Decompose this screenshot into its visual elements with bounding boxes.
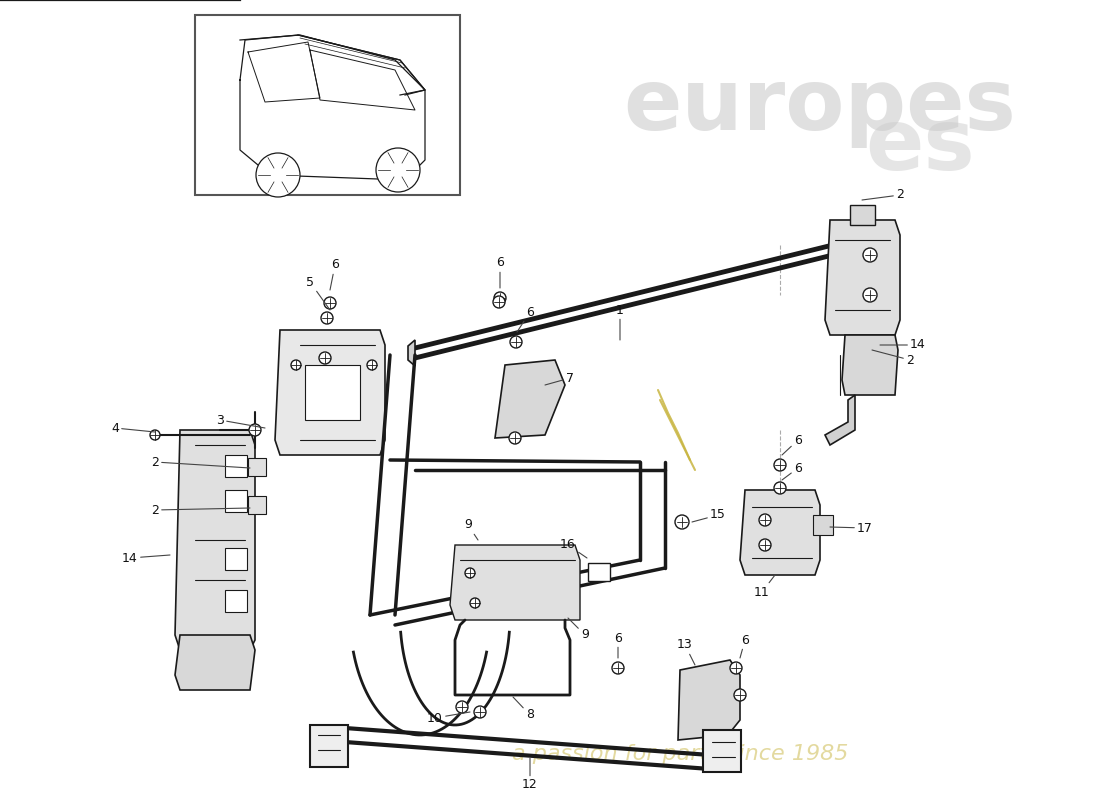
Text: 1: 1 [616, 303, 624, 340]
Circle shape [612, 662, 624, 674]
Bar [588, 563, 610, 581]
Text: 6: 6 [782, 462, 802, 480]
Bar [248, 458, 266, 476]
Text: 8: 8 [513, 697, 534, 722]
Circle shape [675, 515, 689, 529]
Circle shape [864, 248, 877, 262]
Polygon shape [842, 335, 898, 395]
Circle shape [493, 296, 505, 308]
Text: 6: 6 [496, 257, 504, 288]
Circle shape [474, 706, 486, 718]
Circle shape [292, 360, 301, 370]
Circle shape [759, 539, 771, 551]
Circle shape [510, 336, 522, 348]
Text: 12: 12 [522, 758, 538, 791]
Bar [248, 496, 266, 514]
Text: 15: 15 [692, 509, 726, 522]
Polygon shape [825, 395, 855, 445]
Bar [310, 725, 348, 767]
Text: 2: 2 [862, 189, 904, 202]
Polygon shape [740, 490, 820, 575]
Circle shape [465, 568, 475, 578]
Bar [850, 205, 875, 225]
Text: europes: europes [624, 65, 1016, 148]
Circle shape [730, 662, 743, 674]
Polygon shape [678, 660, 740, 740]
Text: 17: 17 [830, 522, 873, 534]
Text: 7: 7 [544, 371, 574, 385]
Circle shape [319, 352, 331, 364]
Circle shape [864, 288, 877, 302]
Bar [703, 730, 741, 772]
Text: 3: 3 [216, 414, 265, 428]
Circle shape [456, 701, 468, 713]
Polygon shape [175, 430, 255, 650]
Bar [226, 455, 248, 477]
Text: 2: 2 [151, 455, 250, 469]
Bar [226, 548, 248, 570]
Text: 6: 6 [517, 306, 534, 332]
Circle shape [759, 514, 771, 526]
Circle shape [774, 459, 786, 471]
Polygon shape [175, 635, 255, 690]
Polygon shape [290, 355, 360, 430]
Circle shape [150, 430, 160, 440]
Polygon shape [408, 340, 415, 366]
Text: 9: 9 [568, 618, 588, 642]
Circle shape [376, 148, 420, 192]
Circle shape [256, 153, 300, 197]
Text: 5: 5 [306, 275, 330, 310]
Text: 10: 10 [427, 711, 470, 725]
Circle shape [509, 432, 521, 444]
Text: 9: 9 [464, 518, 478, 540]
Text: 6: 6 [740, 634, 749, 658]
Circle shape [774, 482, 786, 494]
Bar [226, 590, 248, 612]
Text: 4: 4 [111, 422, 155, 434]
Text: es: es [865, 105, 975, 188]
Circle shape [494, 292, 506, 304]
Text: 2: 2 [872, 350, 914, 366]
Circle shape [324, 297, 336, 309]
Circle shape [314, 388, 337, 412]
Text: a passion for parts since 1985: a passion for parts since 1985 [512, 744, 848, 764]
Bar [226, 490, 248, 512]
Circle shape [470, 598, 480, 608]
Text: 11: 11 [755, 575, 775, 598]
Circle shape [734, 689, 746, 701]
Text: 2: 2 [151, 503, 250, 517]
Bar [195, 15, 460, 195]
Bar [305, 365, 360, 420]
Text: 16: 16 [560, 538, 587, 558]
Polygon shape [495, 360, 565, 438]
Polygon shape [825, 220, 900, 335]
Text: 6: 6 [330, 258, 339, 290]
Polygon shape [275, 330, 385, 455]
Circle shape [367, 360, 377, 370]
Text: 6: 6 [614, 631, 622, 658]
Text: 14: 14 [880, 338, 926, 351]
Text: 6: 6 [782, 434, 802, 455]
Polygon shape [450, 545, 580, 620]
Text: 13: 13 [678, 638, 695, 665]
Text: 14: 14 [122, 551, 170, 565]
Bar [813, 515, 833, 535]
Circle shape [249, 424, 261, 436]
Circle shape [321, 312, 333, 324]
